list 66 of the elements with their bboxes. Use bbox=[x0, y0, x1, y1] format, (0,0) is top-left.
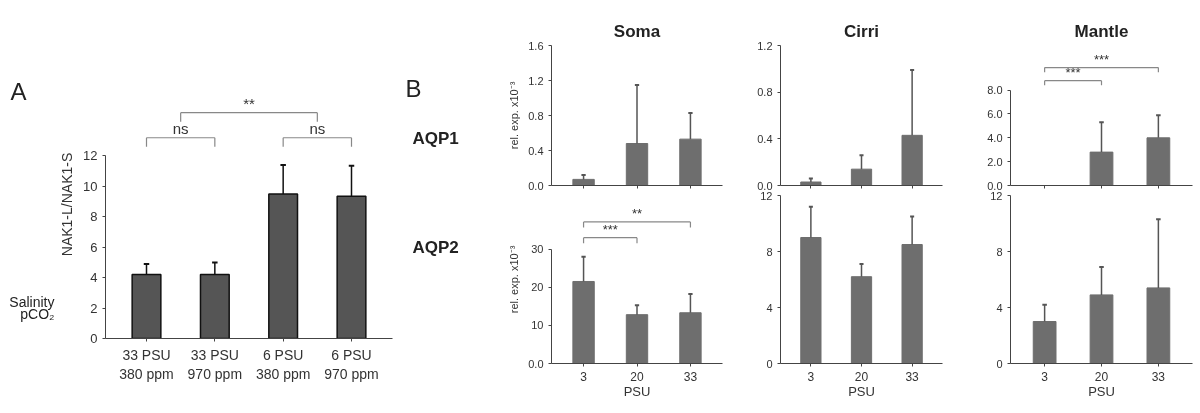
y-tick-label: 4 bbox=[996, 301, 1003, 314]
x-tick-label: 33 bbox=[1151, 369, 1166, 384]
y-tick-label: 6.0 bbox=[987, 107, 1003, 120]
x-tick-label: 6 PSU 380 ppm bbox=[255, 346, 311, 382]
y-tick-label: 1.2 bbox=[757, 39, 773, 52]
y-tick-label: 10 bbox=[531, 319, 544, 332]
y-axis-title: rel. exp. x10⁻³ bbox=[508, 81, 521, 150]
x-axis-title: PSU bbox=[848, 383, 875, 399]
y-tick-label: 30 bbox=[531, 243, 544, 256]
x-tick-label: 6 PSU 970 ppm bbox=[324, 346, 379, 382]
x-tick-label: 33 PSU 380 ppm bbox=[119, 346, 174, 382]
text: ns bbox=[309, 119, 326, 137]
x-tick-label: 3 bbox=[807, 369, 815, 384]
y-tick-label: 0 bbox=[996, 357, 1003, 370]
y-tick-label: 8 bbox=[766, 245, 773, 258]
y-tick-label: 8 bbox=[90, 209, 98, 225]
y-tick-label: 2.0 bbox=[987, 155, 1003, 168]
y-tick-label: 0.4 bbox=[528, 144, 544, 157]
y-tick-label: 6 bbox=[90, 239, 98, 255]
y-tick-label: 4 bbox=[766, 301, 773, 314]
y-tick-label: 8.0 bbox=[987, 84, 1003, 97]
y-tick-label: 0 bbox=[90, 331, 98, 346]
x-tick-label: 33 PSU 970 ppm bbox=[187, 346, 243, 382]
text: *** bbox=[602, 221, 618, 237]
text: *** bbox=[1065, 64, 1081, 80]
y-tick-label: 0.8 bbox=[757, 86, 773, 99]
y-tick-label: 0.0 bbox=[528, 179, 544, 192]
y-tick-label: 1.6 bbox=[528, 39, 544, 52]
y-tick-label: 0.0 bbox=[528, 357, 544, 370]
x-axis-title: PSU bbox=[623, 383, 651, 399]
y-tick-label: 12 bbox=[990, 189, 1003, 202]
x-tick-label: 20 bbox=[630, 369, 644, 384]
y-tick-label: 4.0 bbox=[987, 131, 1003, 144]
text: AQP1 bbox=[412, 129, 459, 149]
text: ns bbox=[172, 119, 189, 137]
y-tick-label: 4 bbox=[90, 270, 98, 286]
y-tick-label: 1.2 bbox=[528, 74, 544, 87]
x-tick-label: 3 bbox=[1041, 369, 1049, 384]
y-tick-label: 12 bbox=[760, 189, 773, 202]
x-tick-label: 20 bbox=[1094, 369, 1109, 384]
y-tick-label: 8 bbox=[996, 245, 1003, 258]
y-tick-label: 0.0 bbox=[987, 179, 1003, 192]
y-tick-label: 12 bbox=[83, 148, 98, 164]
y-tick-label: 0 bbox=[766, 357, 773, 370]
y-axis-title: NAK1-L/NAK1-S bbox=[59, 152, 76, 257]
x-tick-label: 33 bbox=[905, 369, 920, 384]
x-tick-label: 3 bbox=[580, 369, 588, 384]
y-tick-label: 0.4 bbox=[757, 132, 773, 145]
text: ** bbox=[243, 94, 255, 112]
chart-title: Soma bbox=[613, 21, 661, 41]
y-tick-label: 2 bbox=[90, 300, 98, 316]
y-tick-label: 0.8 bbox=[528, 109, 544, 122]
y-tick-label: 20 bbox=[531, 281, 544, 294]
y-tick-label: 0.0 bbox=[757, 179, 773, 192]
x-tick-label: 33 bbox=[683, 369, 698, 384]
text: ** bbox=[631, 205, 643, 221]
text: *** bbox=[1093, 51, 1110, 67]
chart-title: Mantle bbox=[1074, 21, 1129, 41]
text: A bbox=[10, 78, 27, 106]
y-axis-title: rel. exp. x10⁻³ bbox=[508, 245, 521, 314]
y-tick-label: 10 bbox=[83, 178, 98, 194]
x-tick-label: 20 bbox=[854, 369, 869, 384]
text: AQP2 bbox=[412, 238, 459, 258]
x-axis-title: PSU bbox=[1088, 383, 1115, 399]
text: B bbox=[405, 75, 422, 103]
chart-title: Cirri bbox=[844, 21, 879, 41]
